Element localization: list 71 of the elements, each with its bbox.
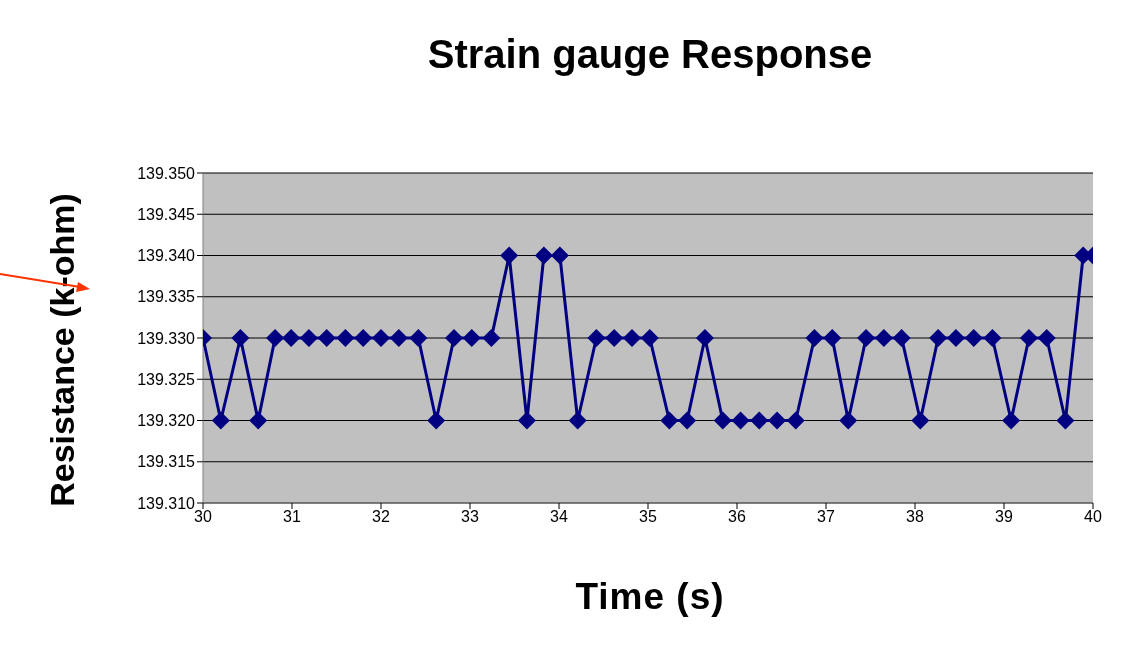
- point: [929, 329, 948, 347]
- point: [409, 329, 428, 347]
- x-tick-label: 36: [728, 508, 746, 526]
- point: [640, 329, 659, 347]
- point: [389, 329, 408, 347]
- point: [1019, 329, 1038, 347]
- y-tick-label: 139.325: [137, 370, 196, 388]
- point: [249, 411, 268, 430]
- x-tick-label: 40: [1084, 508, 1102, 526]
- point: [482, 329, 501, 347]
- point: [500, 246, 519, 265]
- point: [550, 246, 569, 265]
- point: [983, 329, 1002, 347]
- point: [750, 411, 769, 430]
- point: [823, 329, 842, 347]
- point: [231, 329, 250, 347]
- point: [946, 329, 965, 347]
- x-tick-label: 32: [372, 508, 390, 526]
- point: [731, 411, 750, 430]
- point: [211, 411, 230, 430]
- point: [266, 329, 285, 347]
- point: [1002, 411, 1021, 430]
- point: [354, 329, 373, 347]
- y-tick-label: 139.345: [137, 205, 196, 223]
- point: [964, 329, 983, 347]
- x-tick-label: 37: [817, 508, 835, 526]
- x-tick-label: 38: [906, 508, 924, 526]
- x-tick-label: 34: [550, 508, 568, 526]
- x-tick-label: 31: [283, 508, 301, 526]
- point: [892, 329, 911, 347]
- y-axis-title: Resistance (k-ohm): [42, 193, 82, 507]
- point: [444, 329, 463, 347]
- x-tick-label: 35: [639, 508, 657, 526]
- point: [911, 411, 930, 430]
- point: [660, 411, 679, 430]
- point: [282, 329, 301, 347]
- point: [713, 411, 732, 430]
- point: [695, 329, 714, 347]
- x-tick-label: 30: [194, 508, 212, 526]
- point: [678, 411, 697, 430]
- point: [336, 329, 355, 347]
- point: [768, 411, 787, 430]
- point: [534, 246, 553, 265]
- y-tick-label: 139.310: [137, 494, 196, 512]
- point: [874, 329, 893, 347]
- point: [1037, 329, 1056, 347]
- y-tick-label: 139.315: [137, 453, 196, 471]
- y-tick-label: 139.335: [137, 288, 196, 306]
- x-tick-label: 33: [461, 508, 479, 526]
- y-tick-label: 139.350: [137, 164, 196, 182]
- point: [372, 329, 390, 347]
- point: [568, 411, 587, 430]
- point: [427, 411, 446, 430]
- x-axis-title: Time (s): [574, 576, 726, 618]
- x-tick-label: 39: [995, 508, 1013, 526]
- point: [605, 329, 624, 347]
- y-tick-label: 139.320: [137, 412, 196, 430]
- y-tick-label: 139.330: [137, 329, 196, 347]
- point: [317, 329, 336, 347]
- point: [587, 329, 606, 347]
- point: [517, 411, 536, 430]
- chart-title: Strain gauge Response: [426, 32, 874, 77]
- point: [857, 329, 876, 347]
- point: [622, 329, 641, 347]
- y-tick-label: 139.340: [137, 247, 196, 265]
- point: [299, 329, 318, 347]
- point: [1056, 411, 1075, 430]
- point: [462, 329, 481, 347]
- point: [839, 411, 858, 430]
- point: [805, 329, 824, 347]
- point: [786, 411, 805, 430]
